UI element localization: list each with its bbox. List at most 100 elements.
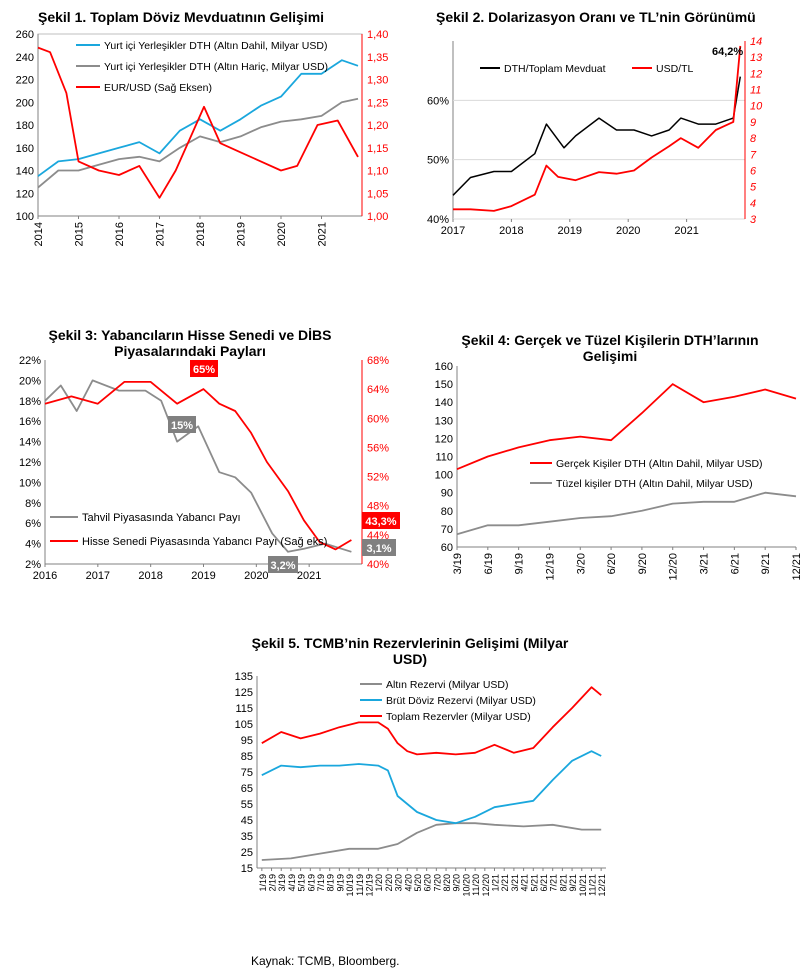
c4-series-0-line [456,383,797,471]
c2-series-0-line [452,76,742,196]
c1-x-tick-label: 2017 [155,222,167,246]
chart-c1-legend-label-1: Yurt içi Yerleşikler DTH (Altın Hariç, M… [104,61,328,73]
c5-x-tick-label: 11/20 [471,874,481,896]
c1-y-tick-label: 160 [16,143,34,155]
c5-series-1-line [261,750,602,825]
c4-x-tick-label: 12/20 [668,553,680,581]
c5-x-tick-label: 4/21 [520,874,530,892]
c4-x-tick-label: 12/19 [544,553,556,581]
c4-y-tick-label: 80 [441,506,453,518]
c5-y-tick-label: 105 [235,719,253,731]
c1-y2-tick-label: 1,25 [367,97,388,109]
chart-c2-annotation: 64,2% [712,46,743,58]
c5-x-tick-label: 9/19 [335,874,345,892]
c5-x-tick-label: 11/21 [587,874,597,896]
chart1: 100 120 140 160 180 200 220 240 260 1,00 1,05 1,10 1… [16,29,389,246]
c5-x-tick-label: 5/21 [529,874,539,892]
c5-x-tick-label: 7/21 [549,874,559,892]
c2-y2-tick-label: 9 [750,117,756,129]
c5-y-tick-label: 135 [235,671,253,683]
chart3: 2% 4% 6% 8% 10% 12% 14% 16% 18% 20% 22% 40% 44% 48% 52… [19,355,400,582]
c2-x-tick-label: 2018 [499,225,523,237]
chart-c3-label-box-1 [168,416,196,433]
c4-x-tick-label: 12/21 [791,553,801,581]
c5-x-tick-label: 8/20 [442,874,452,892]
c5-x-tick-label: 10/20 [461,874,471,897]
c4-x-tick-label: 3/21 [699,553,711,574]
chart-c5-legend-label-0: Altın Rezervi (Milyar USD) [386,679,509,691]
c4-x-tick-label: 3/19 [452,553,464,574]
c3-y2-tick-label: 40% [367,559,389,571]
c4-y-tick-label: 110 [435,452,453,464]
c5-x-tick-label: 3/20 [394,874,404,892]
c5-x-tick-label: 6/20 [423,874,433,892]
c5-series-0-line [261,822,602,861]
c1-y-tick-label: 220 [16,75,34,87]
c1-series-1-line [37,97,359,189]
c4-y-tick-label: 90 [441,488,453,500]
c1-y-tick-label: 240 [16,52,34,64]
chart-c3-label-1: 15% [171,420,193,432]
c5-x-tick-label: 7/20 [432,874,442,892]
chart4-title: Şekil 4: Gerçek ve Tüzel Kişilerin DTH’l… [461,332,759,364]
chart-c3-label-0: 65% [193,364,215,376]
c4-x-tick-label: 3/20 [575,553,587,574]
c1-y2-tick-label: 1,35 [367,52,388,64]
chart-c3-label-box-2 [268,556,298,573]
c3-y-tick-label: 16% [19,416,41,428]
chart-c2-legend-label-0: DTH/Toplam Mevduat [504,63,606,75]
c5-x-tick-label: 6/19 [306,874,316,892]
c2-y2-tick-label: 5 [750,182,757,194]
c1-series-0-line [37,59,359,177]
c4-x-tick-label: 9/21 [760,553,772,574]
c3-x-tick-label: 2018 [138,570,162,582]
c5-y-tick-label: 85 [241,751,253,763]
c5-x-tick-label: 12/20 [481,874,491,897]
c1-y2-tick-label: 1,00 [367,211,388,223]
c1-y2-tick-label: 1,20 [367,120,388,132]
c1-x-tick-label: 2018 [195,222,207,246]
c5-x-tick-label: 12/21 [597,874,607,897]
c3-y-tick-label: 8% [25,498,41,510]
c5-x-tick-label: 10/19 [345,874,355,897]
chart-c2-legend-label-1: USD/TL [656,63,694,75]
c3-x-tick-label: 2019 [191,570,215,582]
c1-x-tick-label: 2021 [317,222,329,246]
c5-y-tick-label: 75 [241,767,253,779]
c3-y2-tick-label: 52% [367,472,389,484]
c2-y2-tick-label: 7 [750,149,757,161]
c5-x-tick-label: 3/19 [277,874,287,892]
c5-x-tick-label: 5/19 [297,874,307,892]
c4-x-tick-label: 6/19 [483,553,495,574]
c1-y2-tick-label: 1,10 [367,166,388,178]
c3-x-tick-label: 2016 [33,570,57,582]
c3-y2-tick-label: 64% [367,384,389,396]
c2-y-tick-label: 40% [427,214,449,226]
chart2: 40% 50% 60% 3 4 5 6 7 8 9 10 11 12 13 14 2017 2018 2019 20… [427,36,763,237]
c4-y-tick-label: 140 [435,397,453,409]
chart3-title: Şekil 3: Yabancıların Hisse Senedi ve Dİ… [48,327,332,359]
c5-x-tick-label: 10/21 [578,874,588,897]
chart-c3-label-2: 3,2% [270,560,295,572]
c5-x-tick-label: 9/21 [568,874,578,892]
c1-series-2-line [37,46,359,199]
c5-x-tick-label: 4/20 [403,874,413,892]
c5-x-tick-label: 12/19 [364,874,374,897]
c4-y-tick-label: 70 [441,524,453,536]
c4-y-tick-label: 120 [435,433,453,445]
c5-y-tick-label: 125 [235,687,253,699]
c1-y-tick-label: 140 [16,166,34,178]
c1-x-tick-label: 2014 [33,222,45,246]
chart-c5-legend-label-2: Toplam Rezervler (Milyar USD) [386,711,531,723]
c4-x-tick-label: 9/19 [514,553,526,574]
source-note: Kaynak: TCMB, Bloomberg. [251,954,400,968]
c1-x-tick-label: 2020 [276,222,288,246]
c5-x-tick-label: 8/19 [326,874,336,892]
c2-y2-tick-label: 14 [750,36,762,48]
c3-y-tick-label: 20% [19,375,41,387]
c3-y-tick-label: 22% [19,355,41,367]
chart-c1-legend-label-0: Yurt içi Yerleşikler DTH (Altın Dahil, M… [104,40,327,52]
c5-x-tick-label: 11/19 [355,874,365,896]
c2-y2-tick-label: 11 [750,85,761,97]
c1-x-tick-label: 2015 [74,222,86,246]
